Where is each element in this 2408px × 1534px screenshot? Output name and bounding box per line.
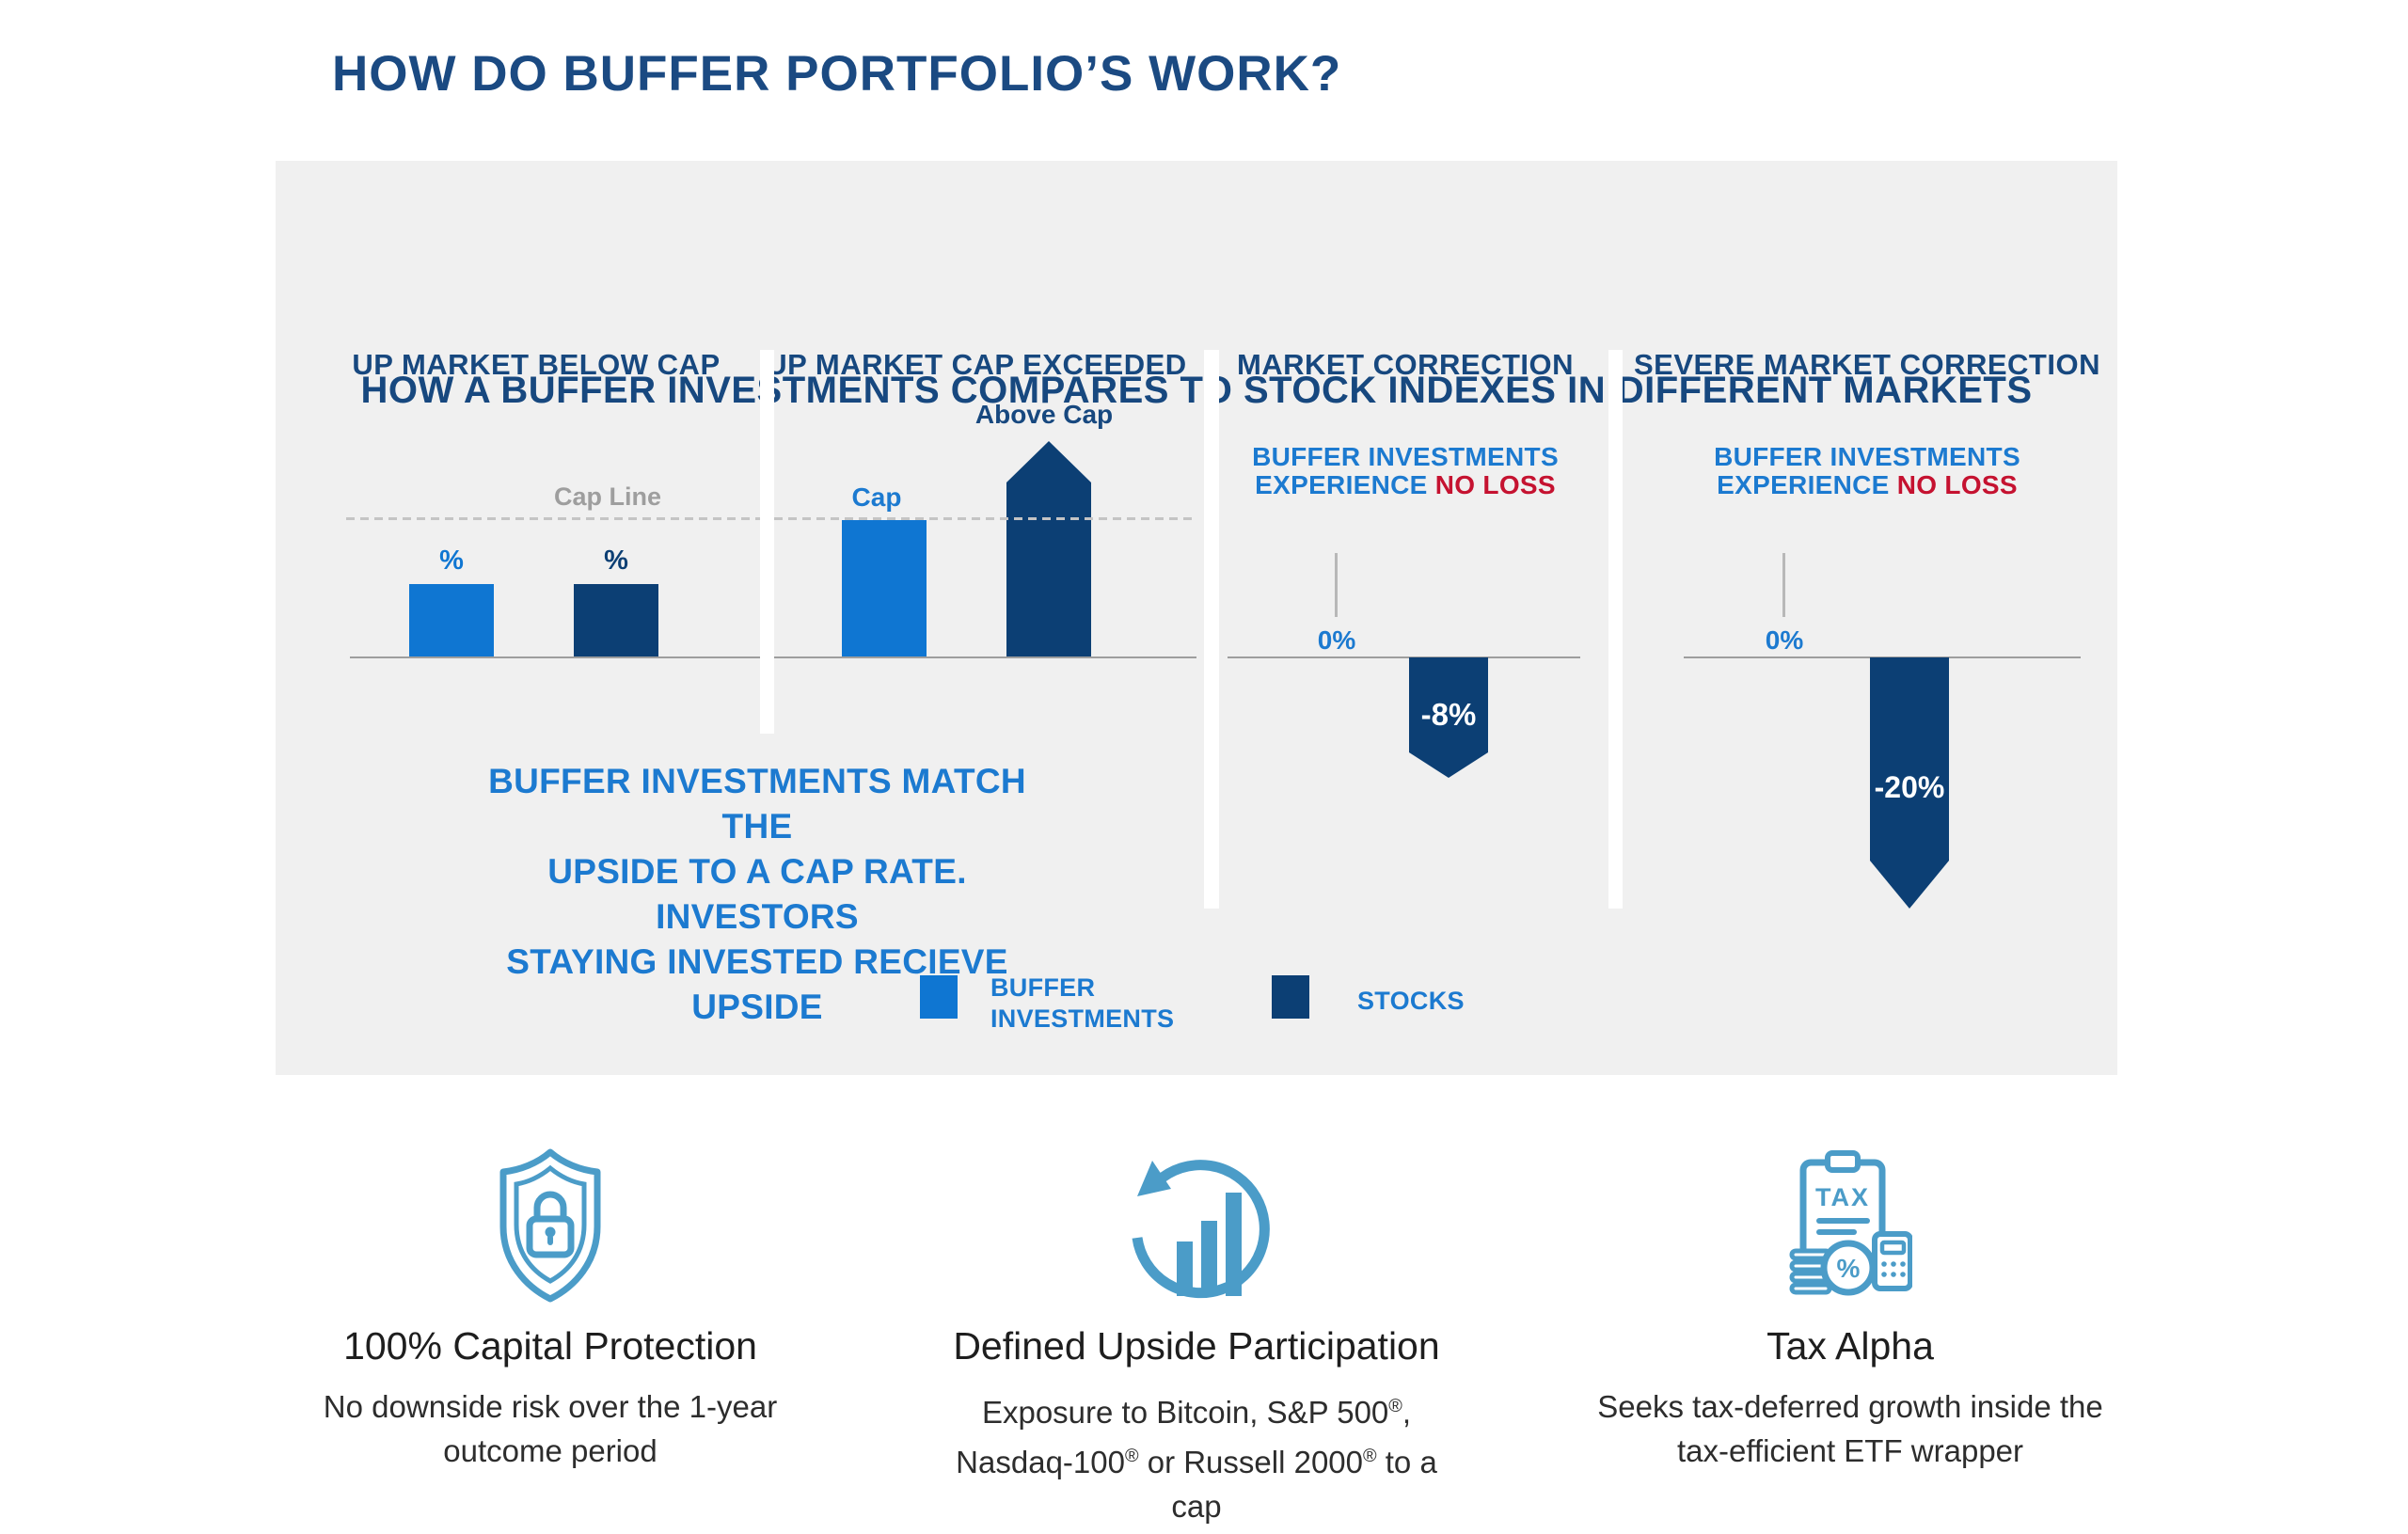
cap-label: Cap: [851, 482, 902, 512]
header-market-correction: MARKET CORRECTION: [1236, 348, 1575, 381]
cap-line-label: Cap Line: [553, 482, 661, 511]
no-loss-highlight: NO LOSS: [1434, 470, 1556, 499]
shield-lock-icon: [249, 1147, 851, 1308]
legend-swatch-buffer: [920, 975, 958, 1019]
page-title: HOW DO BUFFER PORTFOLIO’S WORK?: [332, 46, 1342, 102]
baseline: [350, 656, 760, 658]
no-loss-line1: BUFFER INVESTMENTS: [1252, 442, 1559, 471]
loss-percent-label: -20%: [1874, 770, 1945, 804]
buffer-note: BUFFER INVESTMENTS MATCH THE UPSIDE TO A…: [488, 762, 1026, 1026]
feature-capital-protection: 100% Capital Protection No downside risk…: [249, 1147, 851, 1524]
svg-text:TAX: TAX: [1815, 1183, 1870, 1211]
legend-label-buffer: BUFFER INVESTMENTS: [990, 973, 1175, 1033]
no-loss-line2: EXPERIENCE NO LOSS: [1255, 470, 1556, 499]
no-loss-text: BUFFER INVESTMENTS EXPERIENCE NO LOSS: [1585, 443, 2149, 499]
stocks-bar-percent-label: %: [604, 546, 628, 576]
tax-calculator-icon: TAX %: [1549, 1147, 2151, 1310]
no-loss-highlight: NO LOSS: [1896, 470, 2018, 499]
buffer-bar-percent-label: %: [439, 546, 464, 576]
panel-title: HOW A BUFFER INVESTMENTS COMPARES TO STO…: [360, 370, 2033, 411]
feature-title: Tax Alpha: [1766, 1324, 1934, 1368]
legend-label-stocks: STOCKS: [1357, 987, 1465, 1015]
cap-line: [774, 517, 1196, 520]
feature-title: 100% Capital Protection: [343, 1324, 757, 1368]
header-severe-market-correction: SEVERE MARKET CORRECTION: [1634, 348, 2100, 381]
loss-percent-label: -8%: [1420, 697, 1477, 732]
zero-tick: [1782, 553, 1785, 617]
zero-percent-label: 0%: [1765, 625, 1804, 655]
cap-line: [346, 517, 760, 520]
feature-title: Defined Upside Participation: [953, 1324, 1440, 1368]
buffer-bar-at-cap: [842, 520, 927, 656]
header-up-market-below-cap: UP MARKET BELOW CAP: [352, 348, 721, 381]
header-up-market-cap-exceeded: UP MARKET CAP EXCEEDED: [766, 348, 1187, 381]
column-divider: [760, 350, 774, 734]
stocks-up-arrow: [1006, 441, 1091, 656]
zero-percent-label: 0%: [1317, 625, 1356, 655]
legend-swatch-stocks: [1272, 975, 1309, 1019]
feature-tax-alpha: TAX % Tax Alpha Seeks tax-deferred growt…: [1549, 1147, 2151, 1524]
no-loss-line2: EXPERIENCE NO LOSS: [1717, 470, 2018, 499]
svg-text:%: %: [1837, 1254, 1861, 1283]
stocks-down-arrow-20: [1870, 657, 1949, 909]
no-loss-text: BUFFER INVESTMENTS EXPERIENCE NO LOSS: [1123, 443, 1687, 499]
above-cap-label: Above Cap: [974, 400, 1114, 429]
stocks-down-arrow-8: [1409, 657, 1488, 778]
stocks-bar-below-cap: [574, 584, 658, 656]
growth-chart-icon: [895, 1147, 1497, 1312]
column-divider: [1204, 350, 1219, 909]
buffer-bar-below-cap: [409, 584, 494, 656]
no-loss-line1: BUFFER INVESTMENTS: [1714, 442, 2020, 471]
baseline: [774, 656, 1196, 658]
feature-defined-upside: Defined Upside Participation Exposure to…: [895, 1147, 1497, 1524]
feature-description: Exposure to Bitcoin, S&P 500®, Nasdaq-10…: [956, 1395, 1437, 1524]
baseline: [1228, 656, 1580, 658]
feature-description: No downside risk over the 1-year outcome…: [323, 1389, 778, 1468]
feature-description: Seeks tax-deferred growth inside the tax…: [1597, 1389, 2103, 1468]
zero-tick: [1335, 553, 1338, 617]
comparison-panel: HOW A BUFFER INVESTMENTS COMPARES TO STO…: [276, 161, 2117, 1075]
column-divider: [1608, 350, 1623, 909]
